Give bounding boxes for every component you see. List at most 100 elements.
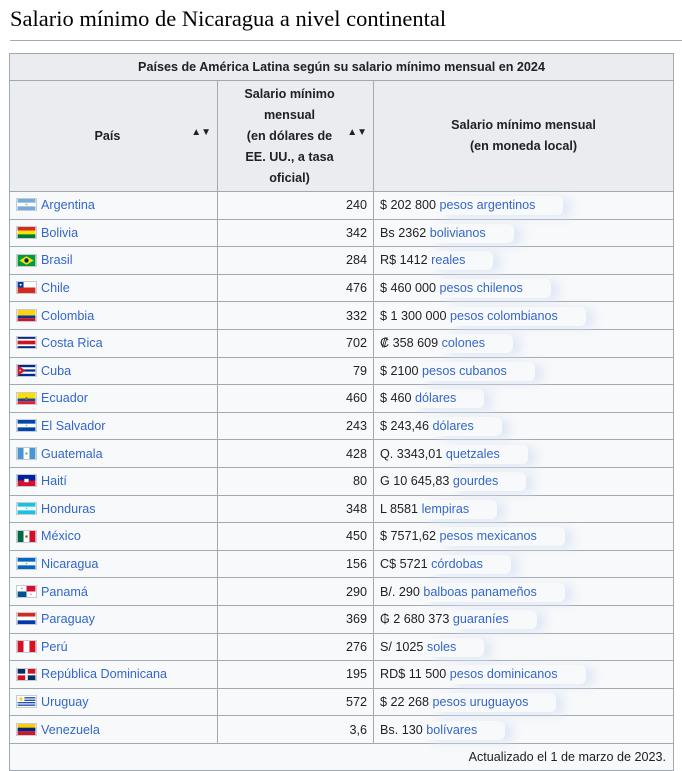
- table-row: Honduras 348 L 8581 lempiras: [9, 494, 674, 524]
- usd-wage-cell: 476: [217, 273, 374, 303]
- currency-link[interactable]: pesos dominicanos: [449, 667, 558, 682]
- table-row: República Dominicana 195 RD$ 11 500 pesos …: [9, 660, 674, 689]
- usd-wage-cell: 342: [217, 218, 374, 248]
- costa-rica-flag-icon: [16, 336, 37, 350]
- currency-link[interactable]: pesos cubanos: [422, 363, 507, 378]
- country-link[interactable]: República Dominicana: [41, 667, 168, 682]
- table-row: El Salvador 243 $ 243,46 dólares: [9, 411, 674, 441]
- currency-wrapper: bolivianos: [430, 226, 486, 240]
- currency-link[interactable]: pesos argentinos: [439, 198, 536, 213]
- currency-link[interactable]: reales: [431, 253, 466, 268]
- table-row: Cuba 79 $ 2100 pesos cubanos: [9, 356, 674, 386]
- currency-wrapper: soles: [427, 640, 456, 654]
- country-link[interactable]: Costa Rica: [41, 336, 103, 351]
- currency-link[interactable]: pesos mexicanos: [439, 529, 537, 544]
- usd-wage-cell: 156: [217, 549, 374, 579]
- sort-arrows-icon[interactable]: ▲▼: [347, 127, 367, 138]
- country-link[interactable]: Guatemala: [41, 446, 103, 461]
- country-column-header[interactable]: País ▲▼: [9, 80, 218, 192]
- country-link[interactable]: El Salvador: [41, 419, 106, 434]
- currency-link[interactable]: dólares: [415, 391, 457, 406]
- local-wage-cell: R$ 1412 reales: [373, 246, 674, 275]
- usd-header-line: mensual: [263, 107, 316, 122]
- usd-wage-cell: 290: [217, 577, 374, 606]
- currency-link[interactable]: pesos colombianos: [450, 308, 558, 323]
- local-wage-cell: L 8581 lempiras: [373, 494, 674, 524]
- country-link[interactable]: Venezuela: [41, 722, 100, 737]
- currency-link[interactable]: guaraníes: [452, 612, 509, 627]
- local-wage-cell: $ 7571,62 pesos mexicanos: [373, 522, 674, 551]
- local-wage-cell: ₡ 358 609 colones: [373, 328, 674, 358]
- country-link[interactable]: Haití: [41, 474, 67, 489]
- usd-wage-cell: 3,6: [217, 715, 374, 744]
- local-amount: G 10 645,83: [380, 474, 450, 489]
- country-cell: Ecuador: [9, 384, 218, 413]
- currency-wrapper: dólares: [415, 391, 456, 405]
- country-link[interactable]: Argentina: [41, 198, 95, 213]
- local-header-line: Salario mínimo mensual: [451, 118, 596, 132]
- currency-link[interactable]: quetzales: [445, 446, 500, 461]
- table-row: Paraguay 369 ₲ 2 680 373 guaraníes: [9, 604, 674, 634]
- usd-header-line: (en dólares de: [246, 128, 333, 143]
- usd-wage-cell: 79: [217, 356, 374, 386]
- country-link[interactable]: Brasil: [41, 253, 73, 268]
- local-wage-cell: S/ 1025 soles: [373, 632, 674, 662]
- country-link[interactable]: Colombia: [41, 308, 95, 323]
- local-amount: $ 2100: [380, 363, 419, 378]
- local-amount: L 8581: [380, 501, 419, 516]
- local-wage-cell: $ 243,46 dólares: [373, 411, 674, 441]
- country-link[interactable]: Panamá: [41, 584, 88, 599]
- currency-link[interactable]: bolívares: [426, 722, 478, 737]
- table-row: Ecuador 460 $ 460 dólares: [9, 384, 674, 413]
- local-header-line: (en moneda local): [469, 139, 578, 153]
- usd-column-header[interactable]: Salario mínimo mensual (en dólares de EE…: [217, 80, 374, 192]
- currency-link[interactable]: bolivianos: [429, 225, 486, 240]
- currency-wrapper: pesos mexicanos: [440, 529, 537, 543]
- currency-link[interactable]: pesos chilenos: [439, 281, 523, 296]
- local-amount: $ 460: [380, 391, 412, 406]
- table-row: Bolivia 342 Bs 2362 bolivianos: [9, 218, 674, 248]
- country-cell: Paraguay: [9, 604, 218, 634]
- local-wage-cell: $ 460 dólares: [373, 384, 674, 413]
- country-link[interactable]: Ecuador: [41, 391, 88, 406]
- currency-wrapper: dólares: [433, 419, 474, 433]
- local-wage-cell: $ 202 800 pesos argentinos: [373, 191, 674, 220]
- currency-link[interactable]: lempiras: [421, 501, 470, 516]
- usd-wage-cell: 195: [217, 660, 374, 689]
- local-wage-cell: ₲ 2 680 373 guaraníes: [373, 604, 674, 634]
- currency-link[interactable]: pesos uruguayos: [432, 694, 529, 709]
- country-link[interactable]: Cuba: [41, 363, 72, 378]
- currency-link[interactable]: gourdes: [452, 474, 499, 489]
- minimum-wage-table: Países de América Latina según su salari…: [9, 53, 674, 771]
- currency-link[interactable]: soles: [426, 639, 457, 654]
- currency-link[interactable]: colones: [441, 336, 486, 351]
- currency-link[interactable]: córdobas: [431, 557, 483, 572]
- currency-wrapper: pesos chilenos: [440, 281, 523, 295]
- currency-wrapper: pesos uruguayos: [433, 695, 529, 709]
- country-cell: Panamá: [9, 577, 218, 606]
- currency-link[interactable]: dólares: [432, 419, 474, 434]
- usd-wage-cell: 460: [217, 384, 374, 413]
- country-cell: Uruguay: [9, 687, 218, 717]
- country-link[interactable]: Chile: [41, 281, 70, 296]
- country-link[interactable]: Nicaragua: [41, 557, 99, 572]
- haiti-flag-icon: [16, 474, 37, 488]
- currency-wrapper: balboas panameños: [423, 585, 536, 599]
- country-link[interactable]: Bolivia: [41, 225, 79, 240]
- local-wage-cell: B/. 290 balboas panameños: [373, 577, 674, 606]
- sort-arrows-icon[interactable]: ▲▼: [191, 127, 211, 138]
- uruguay-flag-icon: [16, 695, 37, 709]
- currency-link[interactable]: balboas panameños: [423, 584, 537, 599]
- country-link[interactable]: Paraguay: [41, 612, 95, 627]
- local-amount: C$ 5721: [380, 557, 428, 572]
- country-link[interactable]: Perú: [41, 639, 68, 654]
- country-cell: Venezuela: [9, 715, 218, 744]
- local-amount: $ 243,46: [380, 419, 430, 434]
- ecuador-flag-icon: [16, 391, 37, 405]
- country-link[interactable]: Uruguay: [41, 694, 89, 709]
- currency-wrapper: bolívares: [426, 723, 477, 737]
- local-wage-cell: Bs. 130 bolívares: [373, 715, 674, 744]
- currency-wrapper: pesos argentinos: [440, 198, 536, 212]
- country-link[interactable]: México: [41, 529, 81, 544]
- country-link[interactable]: Honduras: [41, 501, 96, 516]
